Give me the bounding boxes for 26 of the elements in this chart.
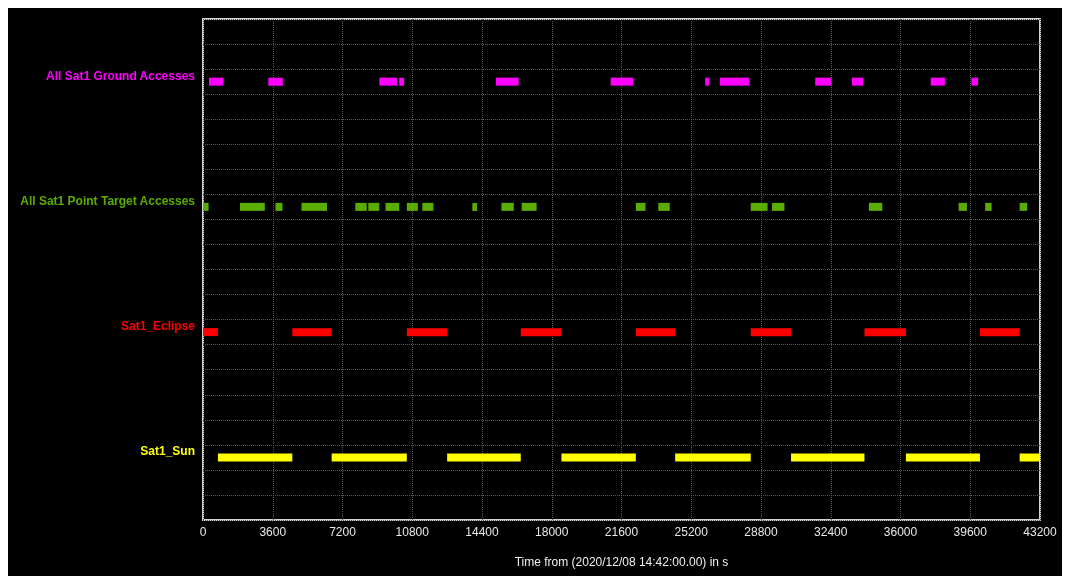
bar: [985, 202, 992, 211]
y-tick-label: All Sat1 Ground Accesses: [46, 68, 196, 83]
bar: [658, 202, 670, 211]
x-tick-label: 25200: [674, 525, 709, 539]
bar: [750, 202, 768, 211]
x-tick-label: 32400: [814, 525, 848, 539]
x-tick-label: 14400: [465, 525, 500, 539]
x-tick-label: 39600: [953, 525, 988, 539]
x-tick-label: 28800: [744, 525, 779, 539]
y-tick-label: Sat1_Sun: [140, 444, 195, 459]
bar: [635, 202, 646, 211]
x-axis-title: Time from (2020/12/08 14:42:00.00) in s: [514, 555, 729, 569]
bar: [958, 202, 967, 211]
x-tick-label: 0: [199, 525, 207, 539]
x-tick-label: 21600: [604, 525, 639, 539]
y-tick-label: All Sat1 Point Target Accesses: [20, 193, 196, 208]
bar: [1019, 202, 1028, 211]
bar: [868, 202, 883, 211]
x-tick-label: 36000: [883, 525, 918, 539]
x-tick-label: 7200: [329, 525, 357, 539]
x-tick-label: 3600: [259, 525, 287, 539]
x-tick-label: 43200: [1023, 525, 1058, 539]
y-tick-label: Sat1_Eclipse: [120, 319, 196, 334]
x-tick-label: 18000: [535, 525, 569, 539]
bar: [772, 202, 785, 211]
x-tick-label: 10800: [395, 525, 430, 539]
